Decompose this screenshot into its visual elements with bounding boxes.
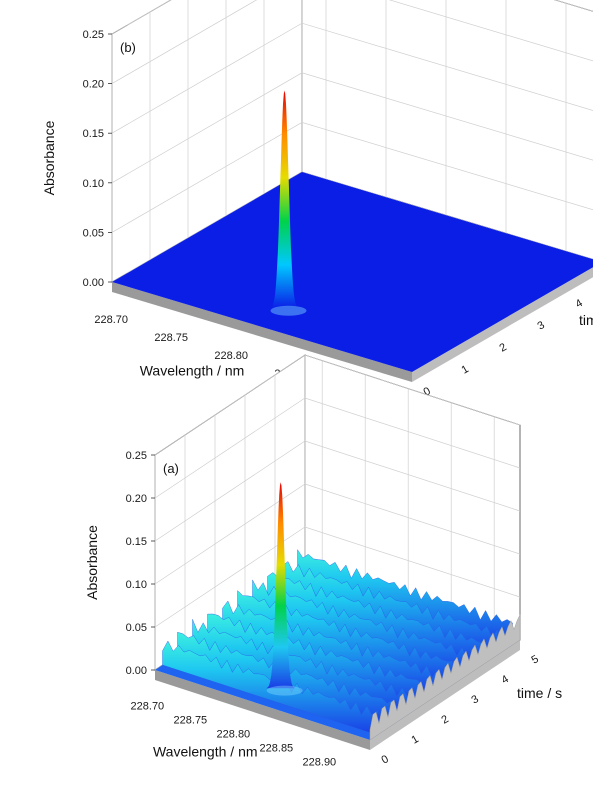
z-tick-label: 0.05	[83, 227, 104, 239]
wavelength-tick-label: 228.75	[174, 715, 208, 727]
gridline-z	[111, 0, 593, 84]
z-tick-label: 0.05	[126, 622, 147, 634]
absorbance-peak	[266, 482, 296, 689]
time-tick-label: 3	[470, 693, 481, 706]
chart-panel-b: 0.00 0.05 0.10 0.15 0.20 0.25 228.70 228.75 228.…	[41, 0, 593, 399]
time-tick-label: 5	[530, 653, 541, 666]
absorbance-axis-title: Absorbance	[41, 120, 57, 195]
time-tick-label: 2	[440, 713, 451, 726]
time-tick-label: 2	[498, 341, 509, 354]
z-tick-label: 0.20	[126, 493, 147, 505]
time-tick-label: 4	[500, 673, 511, 686]
wavelength-tick-label: 228.75	[154, 332, 188, 344]
time-tick-label: 1	[410, 733, 421, 746]
wavelength-tick-label: 228.80	[214, 350, 248, 362]
base-front-edge	[112, 282, 412, 382]
z-tick-label: 0.00	[126, 665, 147, 677]
surface-floor	[112, 172, 593, 372]
time-tick-label: 0	[422, 385, 433, 398]
base-side-edge	[370, 640, 520, 750]
base-side-edge	[412, 267, 593, 382]
chart-panel-a: 0.00 0.05 0.10 0.15 0.20 0.25 228.70 228.75 228.…	[84, 354, 562, 769]
peak-foot-glow	[270, 305, 307, 316]
wavelength-axis-title: Wavelength / nm	[140, 363, 245, 379]
z-tick-label: 0.10	[126, 579, 147, 591]
peak-foot-glow	[266, 685, 303, 696]
noise-side-profile	[369, 614, 521, 741]
z-tick-label: 0.25	[83, 29, 104, 41]
z-tick-label: 0.10	[83, 178, 104, 190]
absorbance-peak	[270, 90, 299, 309]
noise-ridge	[282, 561, 498, 656]
time-axis-title: time / s	[517, 685, 562, 701]
time-tick-label: 0	[380, 753, 391, 766]
wavelength-tick-label: 228.90	[303, 757, 337, 769]
wavelength-tick-label: 228.85	[260, 743, 294, 755]
wavelength-tick-label: 228.80	[217, 729, 251, 741]
z-tick-label: 0.25	[126, 450, 147, 462]
wavelength-tick-label: 228.70	[94, 314, 128, 326]
z-tick-label: 0.20	[83, 79, 104, 91]
wavelength-axis-title: Wavelength / nm	[153, 744, 258, 760]
base-front-edge	[155, 670, 370, 750]
z-tick-label: 0.00	[83, 277, 104, 289]
z-tick-label: 0.15	[126, 536, 147, 548]
z-tick-label: 0.15	[83, 128, 104, 140]
time-tick-label: 1	[460, 363, 471, 376]
panel-label: (b)	[120, 40, 136, 55]
absorbance-axis-title: Absorbance	[84, 525, 100, 600]
wavelength-tick-label: 228.70	[131, 701, 165, 713]
time-axis-title: time / s	[579, 312, 593, 328]
time-tick-label: 3	[536, 319, 547, 332]
panel-label: (a)	[163, 461, 179, 476]
time-tick-label: 4	[574, 297, 585, 310]
